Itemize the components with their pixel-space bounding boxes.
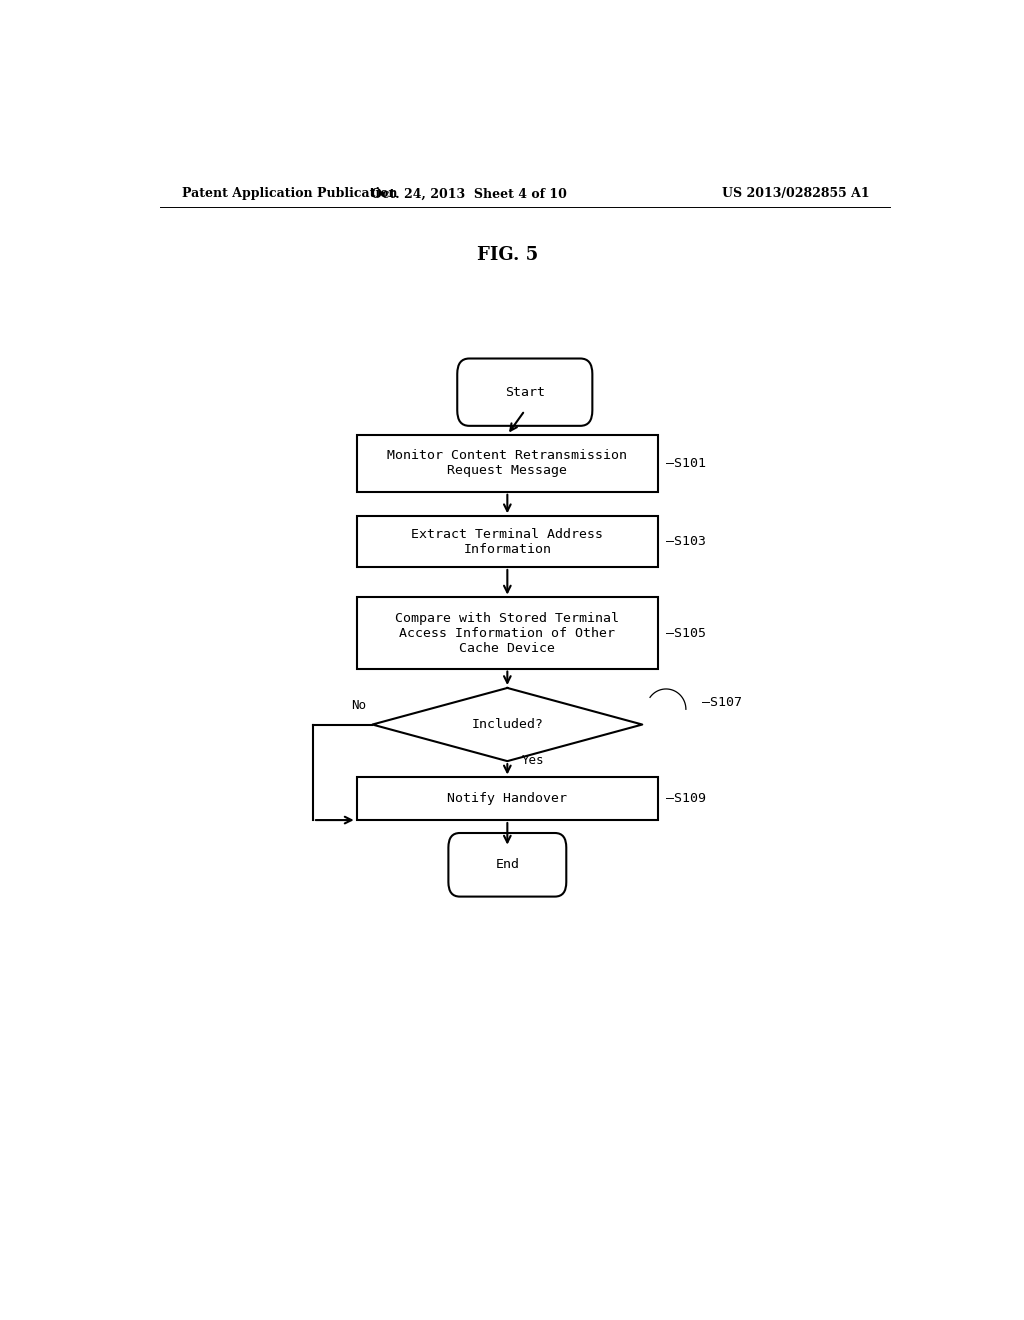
Text: End: End <box>496 858 519 871</box>
Text: —S109: —S109 <box>666 792 707 805</box>
Text: Included?: Included? <box>471 718 544 731</box>
Text: US 2013/0282855 A1: US 2013/0282855 A1 <box>722 187 870 201</box>
Bar <box>356 598 658 669</box>
Text: —S103: —S103 <box>666 535 707 548</box>
Text: —S101: —S101 <box>666 457 707 470</box>
Text: Notify Handover: Notify Handover <box>447 792 567 805</box>
Text: —S105: —S105 <box>666 627 707 640</box>
Bar <box>356 516 658 568</box>
Text: FIG. 5: FIG. 5 <box>477 246 538 264</box>
Text: Patent Application Publication: Patent Application Publication <box>182 187 397 201</box>
Text: Oct. 24, 2013  Sheet 4 of 10: Oct. 24, 2013 Sheet 4 of 10 <box>372 187 567 201</box>
Text: Compare with Stored Terminal
Access Information of Other
Cache Device: Compare with Stored Terminal Access Info… <box>395 611 620 655</box>
Text: Extract Terminal Address
Information: Extract Terminal Address Information <box>412 528 603 556</box>
Text: Start: Start <box>505 385 545 399</box>
Text: No: No <box>351 700 366 713</box>
Text: Yes: Yes <box>521 754 544 767</box>
FancyBboxPatch shape <box>458 359 592 426</box>
FancyBboxPatch shape <box>449 833 566 896</box>
Polygon shape <box>373 688 642 762</box>
Text: —S107: —S107 <box>701 696 741 709</box>
Text: Monitor Content Retransmission
Request Message: Monitor Content Retransmission Request M… <box>387 449 628 478</box>
Bar <box>356 777 658 820</box>
Bar <box>356 434 658 492</box>
